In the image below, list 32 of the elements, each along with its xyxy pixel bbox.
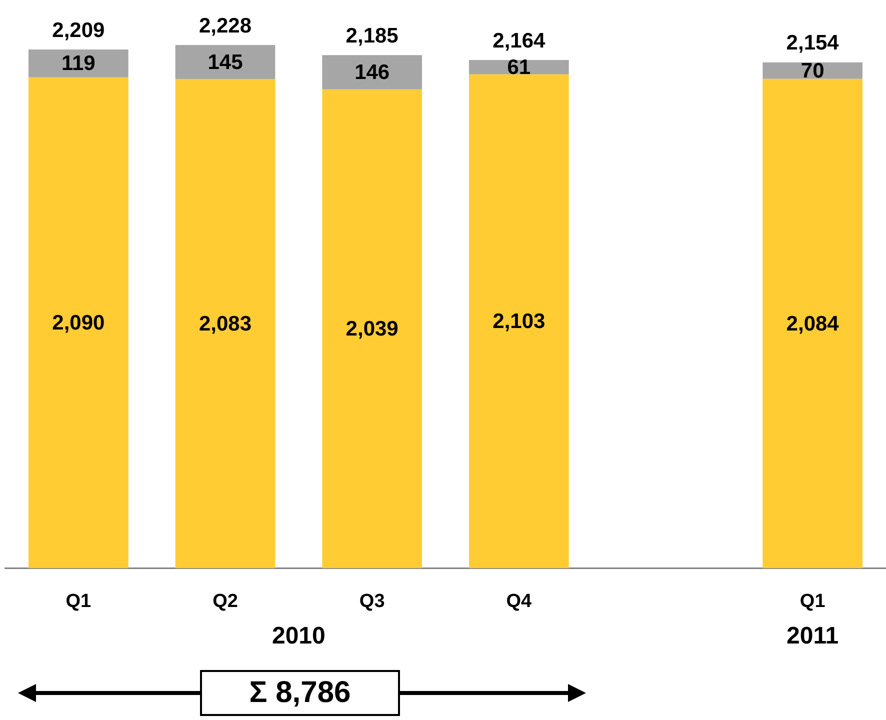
- data-label: 145: [208, 50, 244, 74]
- total-label: 2,164: [492, 29, 546, 52]
- bar: [762, 78, 863, 568]
- text: 2011: [786, 622, 839, 650]
- bar: [468, 74, 569, 568]
- x-tick-label: Q4: [506, 590, 532, 612]
- bar: [175, 45, 276, 80]
- data-label: 2,083: [198, 312, 252, 336]
- x-tick-label: Q3: [359, 590, 385, 612]
- bar: [322, 55, 422, 90]
- bar: [28, 49, 128, 78]
- data-label: 2,090: [52, 312, 105, 335]
- data-label: 2,103: [492, 310, 546, 334]
- total-label: 2,185: [346, 24, 399, 48]
- data-label: 2,039: [346, 318, 398, 341]
- total-label: 2,209: [52, 18, 105, 42]
- data-label: 2,084: [786, 312, 840, 336]
- total-label: 2,228: [198, 14, 252, 38]
- bar: [322, 89, 422, 568]
- text: 2010: [272, 622, 326, 650]
- bar: [175, 79, 276, 568]
- total-label: 2,154: [786, 32, 840, 55]
- data-label: 119: [61, 52, 96, 76]
- x-tick-label: Q1: [66, 590, 92, 612]
- bar: [762, 62, 863, 79]
- x-tick-label: Q2: [212, 590, 238, 612]
- text: Σ 8,786: [200, 670, 400, 716]
- data-label: 61: [507, 56, 531, 79]
- x-tick-label: Q1: [800, 590, 826, 612]
- data-label: 70: [800, 59, 824, 82]
- bar: [28, 77, 128, 568]
- data-label: 146: [354, 61, 390, 84]
